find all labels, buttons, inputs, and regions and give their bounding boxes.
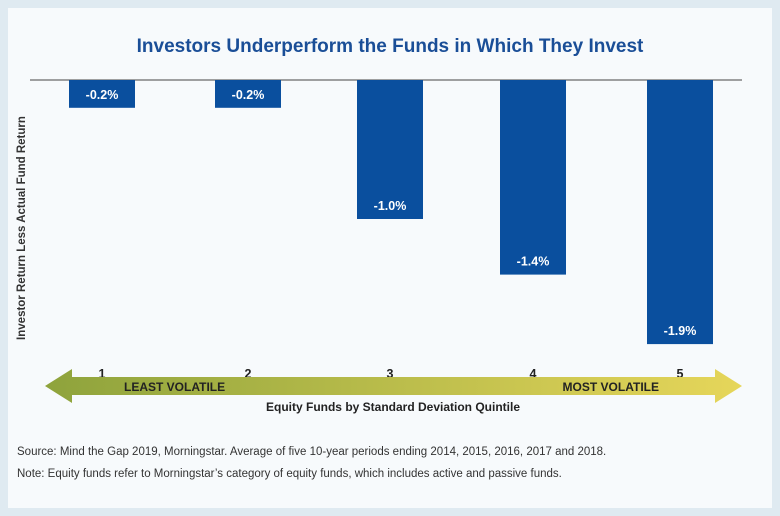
most-volatile-label: MOST VOLATILE [563,380,659,394]
quintile-tick-label: 5 [677,367,684,381]
quintile-tick-label: 2 [245,367,252,381]
bar-value-label: -0.2% [232,88,265,102]
footnote: Note: Equity funds refer to Morningstar’… [17,468,562,480]
quintile-tick-label: 3 [387,367,394,381]
quintile-tick-label: 4 [530,367,537,381]
chart-title: Investors Underperform the Funds in Whic… [136,36,644,57]
least-volatile-label: LEAST VOLATILE [124,380,225,394]
bar-quintile-1 [69,80,135,108]
quintile-tick-label: 1 [99,367,106,381]
bar-value-label: -1.9% [664,324,697,338]
x-axis-label: Equity Funds by Standard Deviation Quint… [266,400,520,414]
source-note: Source: Mind the Gap 2019, Morningstar. … [17,446,607,458]
bar-quintile-2 [215,80,281,108]
bar-value-label: -1.4% [517,255,550,269]
bar-quintile-5 [647,80,713,345]
bar-value-label: -0.2% [86,88,119,102]
bar-value-label: -1.0% [374,199,407,213]
bar-quintile-3 [357,80,423,219]
bar-quintile-4 [500,80,566,275]
volatility-arrow [45,369,742,403]
